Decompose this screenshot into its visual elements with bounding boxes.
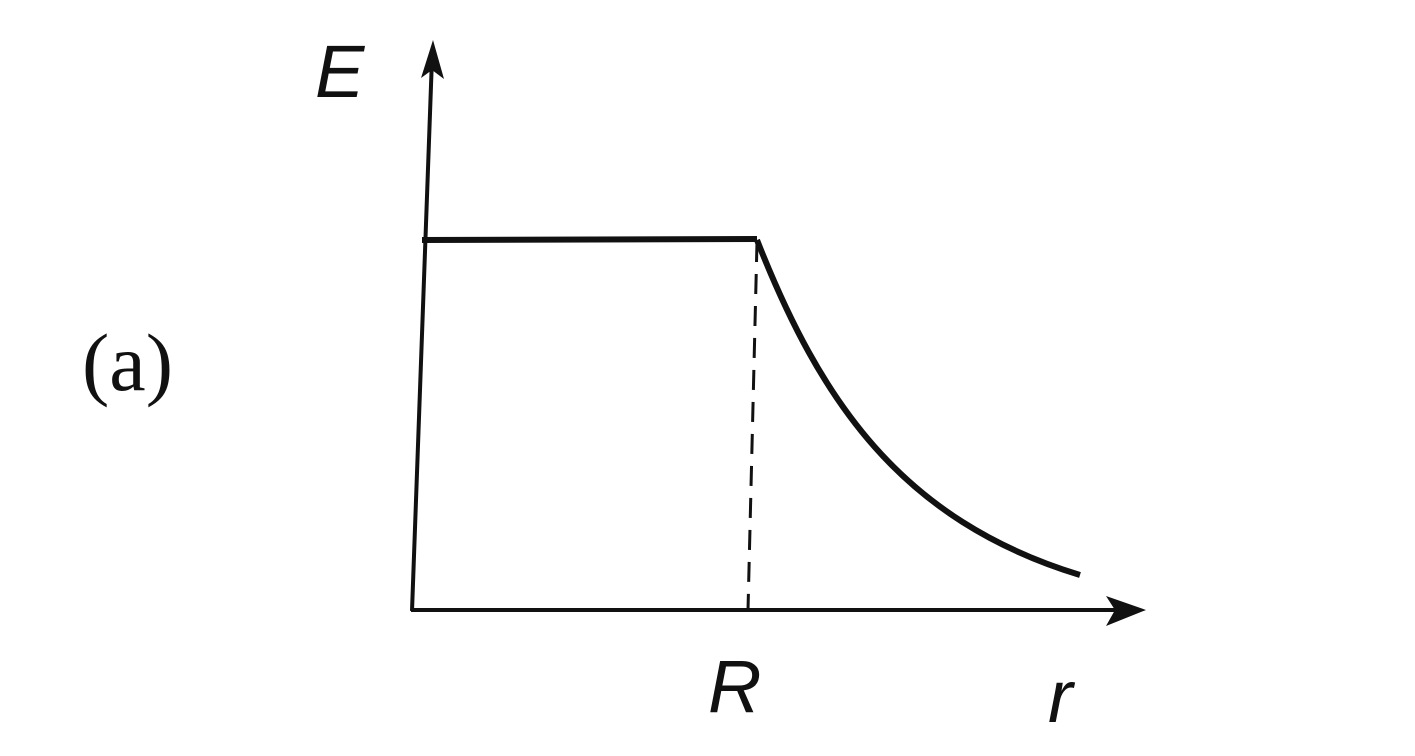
x-axis-label: r	[1048, 655, 1076, 738]
y-axis-arrowhead	[421, 40, 444, 79]
r-equals-R-dashed-line	[746, 241, 759, 611]
decaying-field-curve	[754, 238, 1081, 578]
y-axis-label: E	[315, 30, 366, 113]
x-axis-arrowhead	[1106, 596, 1146, 626]
y-axis	[410, 57, 434, 612]
constant-field-line	[421, 236, 758, 243]
part-label: (a)	[82, 317, 173, 408]
marker-label-R: R	[708, 645, 761, 728]
